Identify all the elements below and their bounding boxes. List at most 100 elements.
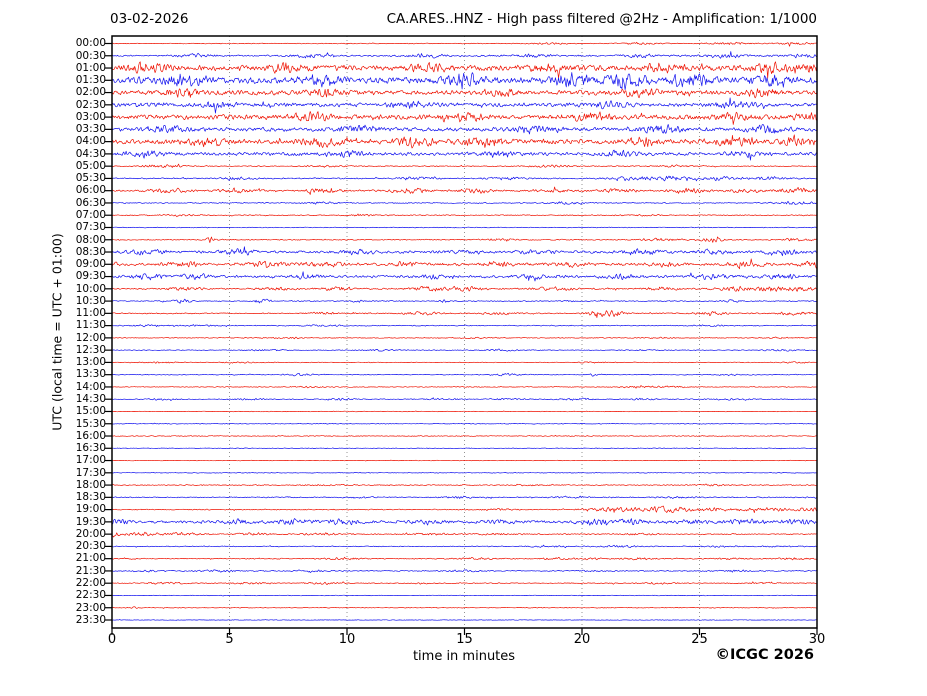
trace-row-08:30 xyxy=(111,246,817,257)
trace-row-16:30 xyxy=(112,447,817,450)
trace-row-14:30 xyxy=(111,397,818,401)
x-tick-label-15: 15 xyxy=(456,632,473,647)
trace-row-09:30 xyxy=(111,271,818,282)
trace-row-16:00 xyxy=(111,434,818,437)
y-tick-label-06:00: 06:00 xyxy=(75,184,106,197)
y-tick-label-16:30: 16:30 xyxy=(75,442,106,455)
y-tick-label-08:00: 08:00 xyxy=(75,233,106,246)
y-tick-label-07:00: 07:00 xyxy=(75,209,106,222)
trace-row-06:30 xyxy=(112,200,818,205)
trace-row-13:30 xyxy=(111,373,818,377)
trace-row-17:00 xyxy=(111,459,818,462)
y-tick-label-03:30: 03:30 xyxy=(75,123,106,136)
x-tick-label-30: 30 xyxy=(808,632,826,647)
trace-row-04:30 xyxy=(111,149,818,161)
y-tick-label-21:00: 21:00 xyxy=(75,552,106,565)
y-tick-label-22:30: 22:30 xyxy=(75,589,106,602)
trace-row-00:00 xyxy=(111,41,818,47)
y-tick-label-03:00: 03:00 xyxy=(75,110,106,123)
y-tick-label-12:00: 12:00 xyxy=(75,331,106,344)
y-tick-label-23:00: 23:00 xyxy=(75,601,106,614)
trace-row-04:00 xyxy=(111,134,818,149)
page-title: CA.ARES..HNZ - High pass filtered @2Hz -… xyxy=(386,11,817,27)
trace-row-18:00 xyxy=(111,483,818,487)
trace-row-02:30 xyxy=(111,97,818,114)
y-tick-label-17:00: 17:00 xyxy=(75,454,106,467)
trace-row-13:00 xyxy=(111,361,818,364)
trace-row-06:00 xyxy=(111,186,818,195)
y-tick-label-09:00: 09:00 xyxy=(75,258,106,271)
y-tick-label-20:30: 20:30 xyxy=(75,540,106,553)
y-tick-label-07:30: 07:30 xyxy=(75,221,106,234)
y-tick-label-21:30: 21:30 xyxy=(75,564,106,577)
trace-row-05:00 xyxy=(111,163,818,168)
x-tick-label-5: 5 xyxy=(225,632,234,647)
date-title: 03-02-2026 xyxy=(110,11,189,27)
x-tick-label-25: 25 xyxy=(691,632,708,647)
y-tick-label-22:00: 22:00 xyxy=(75,577,106,589)
trace-row-19:30 xyxy=(111,518,818,526)
y-tick-label-08:30: 08:30 xyxy=(75,245,106,258)
x-tick-label-20: 20 xyxy=(573,632,591,647)
trace-row-07:00 xyxy=(111,213,818,218)
x-tick-label-0: 0 xyxy=(107,632,117,647)
y-tick-label-18:00: 18:00 xyxy=(75,478,106,491)
y-tick-label-10:30: 10:30 xyxy=(75,294,106,307)
copyright-text: ©ICGC 2026 xyxy=(715,647,814,663)
y-tick-label-05:30: 05:30 xyxy=(75,172,106,185)
y-tick-label-05:00: 05:00 xyxy=(75,159,106,172)
y-tick-label-19:30: 19:30 xyxy=(75,515,106,528)
y-tick-label-17:30: 17:30 xyxy=(75,466,106,479)
trace-row-11:00 xyxy=(111,310,817,318)
y-tick-label-06:30: 06:30 xyxy=(75,196,106,209)
y-tick-label-00:30: 00:30 xyxy=(75,49,106,62)
trace-row-12:30 xyxy=(111,348,818,352)
trace-row-23:00 xyxy=(111,606,818,609)
y-tick-label-04:30: 04:30 xyxy=(75,147,106,160)
y-tick-label-01:30: 01:30 xyxy=(75,74,106,87)
y-tick-label-23:30: 23:30 xyxy=(75,613,106,626)
x-axis-label: time in minutes xyxy=(412,649,516,664)
trace-row-05:30 xyxy=(111,175,818,182)
trace-row-17:30 xyxy=(111,471,818,474)
y-tick-label-16:00: 16:00 xyxy=(75,429,106,442)
y-tick-label-18:30: 18:30 xyxy=(75,491,106,504)
trace-row-22:30 xyxy=(112,594,818,597)
trace-row-10:30 xyxy=(111,298,818,304)
y-tick-label-14:00: 14:00 xyxy=(75,380,106,393)
trace-row-20:30 xyxy=(111,544,818,549)
x-tick-label-10: 10 xyxy=(338,632,356,647)
trace-row-11:30 xyxy=(111,324,818,328)
trace-row-19:00 xyxy=(111,505,818,514)
trace-row-22:00 xyxy=(111,581,818,585)
trace-row-09:00 xyxy=(111,258,818,270)
trace-row-00:30 xyxy=(111,51,818,59)
y-tick-label-13:30: 13:30 xyxy=(75,368,106,381)
y-tick-label-15:30: 15:30 xyxy=(75,417,106,430)
trace-row-21:00 xyxy=(111,556,818,561)
y-tick-label-02:30: 02:30 xyxy=(75,98,106,111)
trace-row-10:00 xyxy=(111,285,817,292)
trace-row-01:30 xyxy=(111,72,818,91)
trace-row-18:30 xyxy=(111,495,818,499)
trace-row-01:00 xyxy=(111,61,818,79)
trace-row-02:00 xyxy=(111,88,818,99)
y-tick-label-20:00: 20:00 xyxy=(75,527,106,540)
y-tick-label-14:30: 14:30 xyxy=(75,393,106,405)
trace-row-21:30 xyxy=(111,569,818,573)
trace-row-03:30 xyxy=(111,124,818,135)
y-tick-label-15:00: 15:00 xyxy=(75,405,106,418)
trace-row-12:00 xyxy=(111,336,818,340)
trace-row-15:00 xyxy=(111,410,818,413)
y-tick-label-10:00: 10:00 xyxy=(75,282,106,295)
y-tick-label-02:00: 02:00 xyxy=(75,86,106,99)
y-tick-label-11:30: 11:30 xyxy=(75,319,106,332)
y-tick-label-11:00: 11:00 xyxy=(75,307,106,320)
trace-row-15:30 xyxy=(112,422,818,425)
trace-row-07:30 xyxy=(111,226,818,229)
y-tick-label-19:00: 19:00 xyxy=(75,503,106,516)
y-tick-label-09:30: 09:30 xyxy=(75,270,106,283)
y-tick-label-12:30: 12:30 xyxy=(75,343,106,356)
